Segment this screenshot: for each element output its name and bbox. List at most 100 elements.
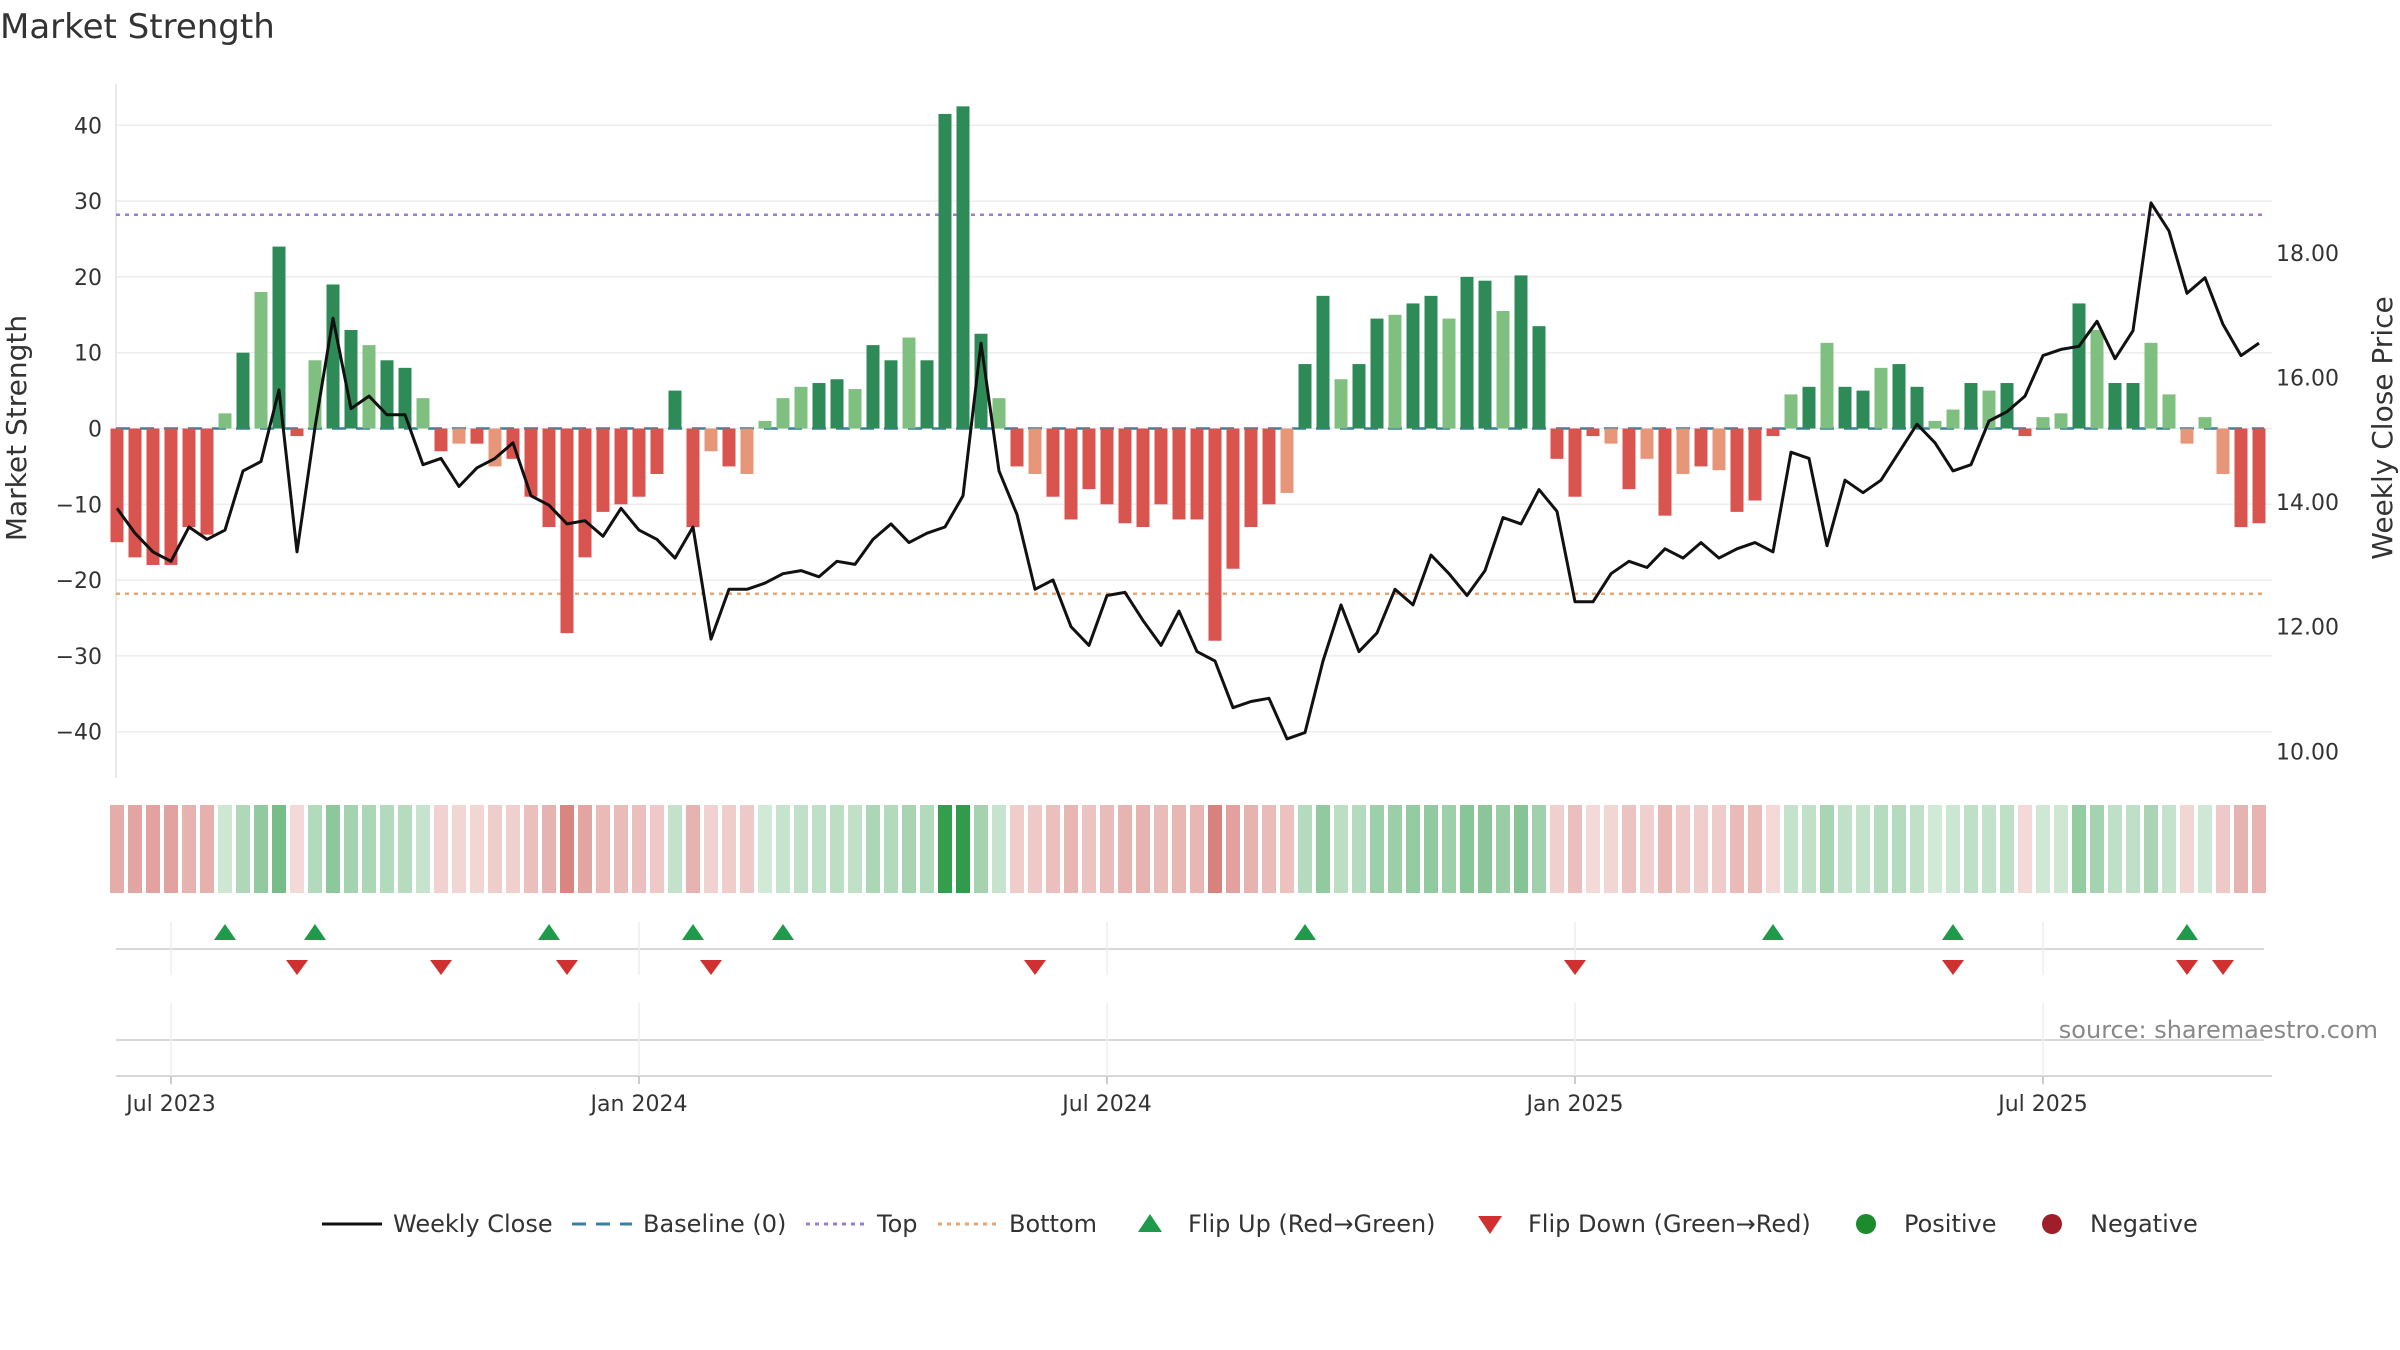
strip-cell [992, 805, 1006, 893]
flip-down-marker [1942, 960, 1964, 975]
strip-cell [470, 805, 484, 893]
strength-bar [1226, 428, 1240, 569]
strength-bar [1046, 428, 1060, 497]
strip-cell [1694, 805, 1708, 893]
strength-heat-strip [110, 805, 2266, 893]
strip-cell [2234, 805, 2248, 893]
strength-bar [776, 398, 790, 429]
strip-cell [1838, 805, 1852, 893]
legend-item: Weekly Close [322, 1210, 553, 1238]
strength-bar [2126, 383, 2140, 429]
strip-cell [1910, 805, 1924, 893]
strip-cell [254, 805, 268, 893]
strip-cell [1622, 805, 1636, 893]
strength-bar [848, 389, 862, 429]
x-tick-label: Jan 2025 [1525, 1092, 1624, 1117]
flip-down-marker [1024, 960, 1046, 975]
strip-cell [812, 805, 826, 893]
strip-cell [1748, 805, 1762, 893]
legend-label: Top [876, 1210, 918, 1238]
strip-cell [1190, 805, 1204, 893]
strength-bar [470, 428, 484, 444]
strip-cell [1046, 805, 1060, 893]
legend-label: Negative [2090, 1210, 2198, 1238]
strength-bar [2216, 428, 2230, 474]
strip-cell [776, 805, 790, 893]
strip-cell [1028, 805, 1042, 893]
strength-bar [416, 398, 430, 429]
strength-bar [1370, 318, 1384, 429]
x-tick-label: Jul 2023 [124, 1092, 216, 1117]
strip-cell [1586, 805, 1600, 893]
right-tick-label: 14.00 [2276, 491, 2339, 516]
strip-cell [236, 805, 250, 893]
flip-up-marker [214, 924, 236, 940]
strength-bar [650, 428, 664, 474]
left-tick-label: −10 [56, 493, 102, 518]
strength-bar [614, 428, 628, 505]
strip-cell [1766, 805, 1780, 893]
left-tick-label: 30 [74, 190, 102, 215]
strength-bar [668, 390, 682, 429]
strength-bar [2234, 428, 2248, 528]
strength-bar [812, 383, 826, 429]
strip-cell [398, 805, 412, 893]
strip-cell [902, 805, 916, 893]
strength-bar [1838, 386, 1852, 429]
strip-cell [1010, 805, 1024, 893]
strength-bar [1028, 428, 1042, 474]
strength-bar [1586, 428, 1600, 437]
strip-cell [1172, 805, 1186, 893]
legend-label: Flip Up (Red→Green) [1188, 1210, 1436, 1238]
strip-cell [722, 805, 736, 893]
flip-down-marker [430, 960, 452, 975]
strip-cell [1946, 805, 1960, 893]
strength-bar [434, 428, 448, 452]
strength-bar [1442, 318, 1456, 429]
strength-bar [182, 428, 196, 528]
flip-up-marker [772, 924, 794, 940]
strip-cell [1298, 805, 1312, 893]
strip-cell [2108, 805, 2122, 893]
strength-bar [2000, 383, 2014, 429]
strip-cell [1208, 805, 1222, 893]
strip-cell [2000, 805, 2014, 893]
strength-bar [1568, 428, 1582, 497]
strip-cell [1478, 805, 1492, 893]
legend-item: Flip Down (Green→Red) [1478, 1210, 1811, 1238]
strip-cell [794, 805, 808, 893]
strength-bar [1496, 311, 1510, 429]
strength-bar [1388, 314, 1402, 429]
strip-cell [2216, 805, 2230, 893]
strength-bar [1676, 428, 1690, 474]
strip-cell [1280, 805, 1294, 893]
left-tick-label: 40 [74, 114, 102, 139]
strength-bar [1892, 364, 1906, 429]
strip-cell [1100, 805, 1114, 893]
flip-down-marker [1564, 960, 1586, 975]
strip-cell [416, 805, 430, 893]
strip-cell [1226, 805, 1240, 893]
strength-bar [560, 428, 574, 634]
strength-bar [956, 106, 970, 429]
strength-bar [2144, 342, 2158, 429]
strip-cell [1550, 805, 1564, 893]
strip-cell [1406, 805, 1420, 893]
strip-cell [938, 805, 952, 893]
strip-cell [920, 805, 934, 893]
strip-cell [2036, 805, 2050, 893]
strip-cell [1982, 805, 1996, 893]
legend-item: Bottom [938, 1210, 1097, 1238]
strip-cell [560, 805, 574, 893]
strip-cell [380, 805, 394, 893]
strength-bar [2180, 428, 2194, 444]
strength-bar [1856, 390, 1870, 429]
strip-cell [956, 805, 970, 893]
strength-bar [1550, 428, 1564, 459]
strength-bar [1532, 326, 1546, 429]
strength-bar [254, 292, 268, 429]
strip-cell [1640, 805, 1654, 893]
left-axis-title: Market Strength [0, 315, 33, 541]
strength-bar [1766, 428, 1780, 437]
